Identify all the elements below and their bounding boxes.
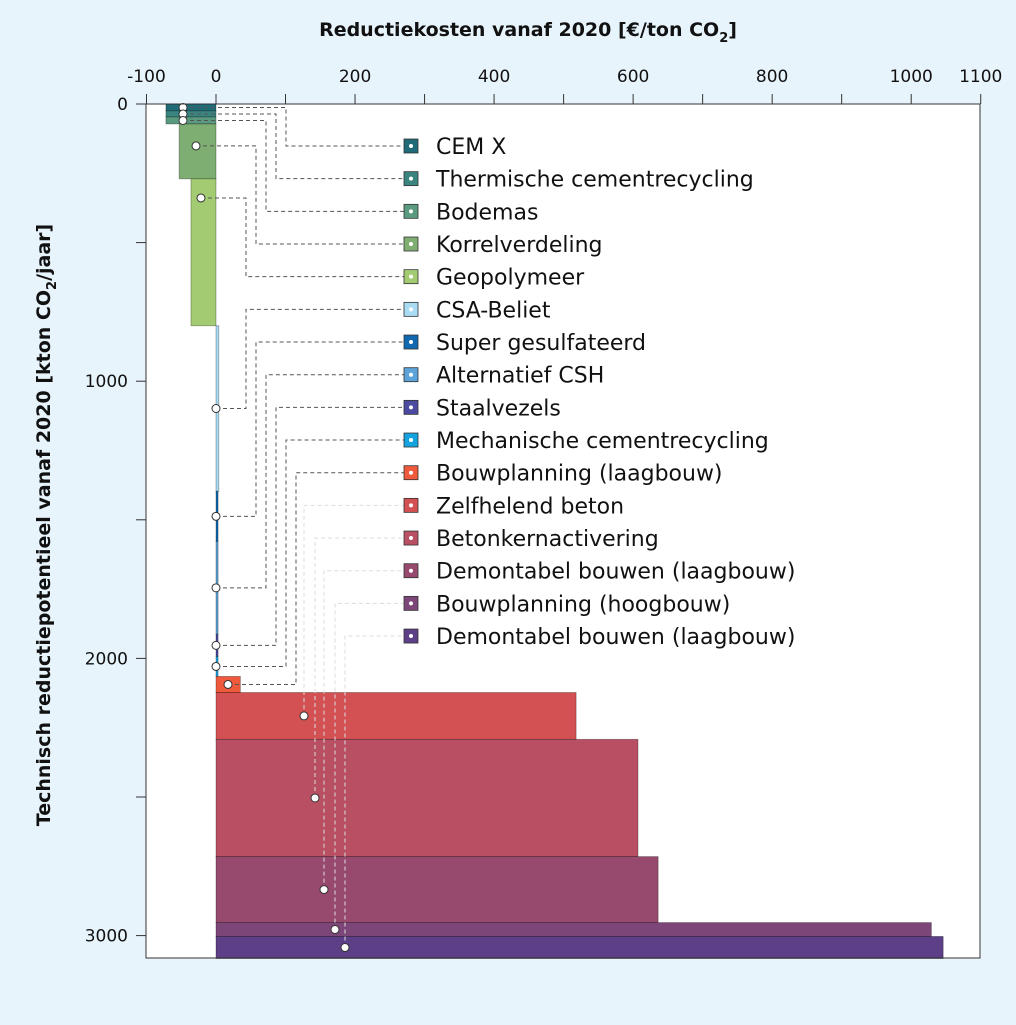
legend-label-0: CEM X [436,135,506,160]
legend-marker-12 [409,536,413,541]
leader-line-6 [216,341,404,517]
legend-marker-11 [409,503,413,508]
leader-line-11 [303,504,404,716]
x-tick-label: -100 [127,67,166,87]
x-tick-label: 400 [478,67,510,87]
leader-line-13 [323,570,404,890]
legend-label-3: Korrelverdeling [436,233,603,258]
bar-marker-7 [211,583,221,593]
leader-line-3 [196,145,404,245]
legend-marker-13 [409,568,413,573]
legend-marker-6 [409,340,413,345]
y-tick-label: 1000 [85,372,128,392]
x-axis-title: Reductiekosten vanaf 2020 [€/ton CO2] [319,19,737,46]
legend-label-8: Staalvezels [436,396,561,421]
legend-label-10: Bouwplanning (laagbouw) [436,462,723,487]
y-axis-title: Technisch reductiepotentieel vanaf 2020 … [33,224,60,826]
y-tick-label: 0 [117,95,128,115]
legend-label-6: Super gesulfateerd [436,331,646,356]
leader-line-2 [183,119,404,212]
x-tick-label: 1000 [890,67,933,87]
legend-label-4: Geopolymeer [436,266,585,291]
y-tick-label: 3000 [85,927,128,947]
bar-13 [215,856,659,923]
plot-frame [145,103,981,959]
legend-label-2: Bodemas [436,200,538,225]
legend-marker-5 [409,307,413,312]
x-tick-label: 1100 [959,67,1002,87]
bar-marker-14 [330,925,340,935]
x-tick-label: 200 [339,67,371,87]
bar-marker-6 [211,511,221,521]
bar-marker-9 [211,661,221,671]
legend-marker-15 [409,634,413,639]
legend-marker-4 [409,274,413,279]
legend-marker-0 [409,144,413,148]
leader-line-7 [216,374,404,589]
legend-label-13: Demontabel bouwen (laagbouw) [436,560,795,585]
leader-line-14 [334,602,404,930]
leader-line-8 [216,406,404,646]
bar-marker-11 [299,711,309,721]
bar-marker-8 [211,640,221,650]
legend-label-11: Zelfhelend beton [436,494,624,519]
leader-line-9 [216,439,404,667]
legend-label-9: Mechanische cementrecycling [436,429,769,454]
bar-marker-5 [211,404,221,414]
leader-line-5 [216,308,404,410]
bar-marker-12 [310,793,320,803]
bar-11 [215,692,577,740]
y-tick-label: 2000 [85,649,128,669]
legend-label-1: Thermische cementrecycling [435,168,754,193]
bar-marker-2 [178,115,188,125]
legend-label-14: Bouwplanning (hoogbouw) [436,592,730,617]
bar-3 [178,123,217,180]
legend-marker-1 [409,176,413,181]
legend-marker-2 [409,209,413,214]
bar-marker-10 [223,679,233,689]
legend-marker-3 [409,242,413,247]
leader-line-12 [314,537,404,798]
bar-14 [215,922,932,937]
legend-marker-7 [409,372,413,377]
leader-line-0 [183,106,404,147]
legend-marker-8 [409,405,413,410]
legend-marker-9 [409,438,413,443]
bar-15 [215,936,944,960]
bar-marker-15 [340,943,350,953]
legend-label-5: CSA-Beliet [436,298,551,323]
x-tick-label: 600 [617,67,649,87]
bar-marker-13 [319,885,329,895]
x-tick-label: 0 [211,67,222,87]
leader-line-15 [344,635,404,948]
legend-marker-10 [409,470,413,475]
x-tick-label: 800 [756,67,788,87]
legend-label-15: Demontabel bouwen (laagbouw) [436,625,795,650]
legend-label-12: Betonkernactivering [436,527,659,552]
leader-line-4 [201,197,404,278]
bar-marker-3 [191,141,201,151]
bar-4 [190,178,217,327]
bar-marker-4 [196,193,206,203]
bar-12 [215,738,639,857]
legend-marker-14 [409,601,413,606]
legend-label-7: Alternatief CSH [436,364,604,389]
